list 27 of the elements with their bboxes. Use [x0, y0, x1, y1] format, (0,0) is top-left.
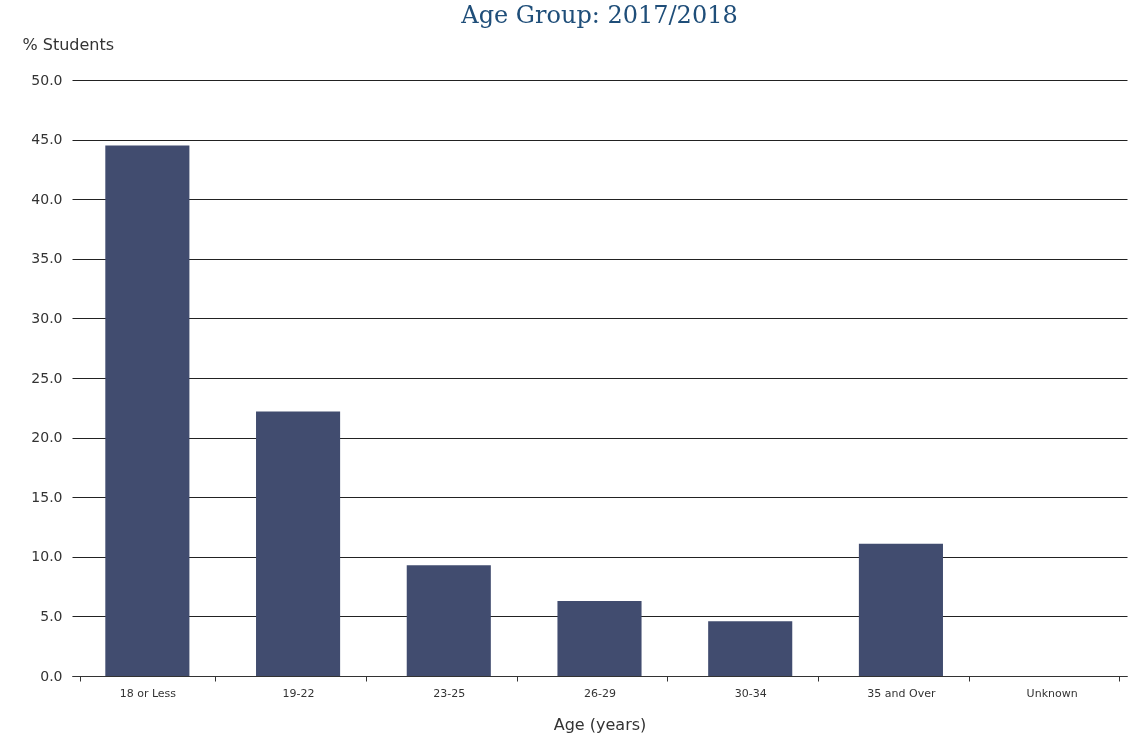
y-tick-label: 15.0 [31, 488, 63, 505]
y-tick-label: 0.0 [40, 667, 63, 684]
x-tick-label: 18 or Less [119, 686, 177, 700]
y-tick-label: 30.0 [31, 309, 63, 326]
x-tick-label: 26-29 [584, 686, 616, 700]
y-tick-label: 10.0 [31, 548, 63, 565]
x-tick-label: 23-25 [433, 686, 466, 700]
x-tick-label: Unknown [1026, 686, 1078, 700]
bar [256, 411, 341, 676]
y-tick-label: 20.0 [31, 429, 63, 446]
bar [557, 600, 642, 676]
bar [406, 565, 491, 676]
bar [708, 621, 793, 676]
x-axis-title: Age (years) [553, 714, 647, 734]
x-tick-label: 19-22 [282, 686, 315, 700]
x-tick-label: 35 and Over [867, 686, 936, 700]
y-tick-label: 40.0 [31, 190, 63, 207]
bar [858, 543, 943, 676]
y-tick-label: 50.0 [31, 71, 63, 88]
y-tick-label: 45.0 [31, 131, 63, 148]
y-tick-label: 25.0 [31, 369, 63, 386]
y-tick-label: 35.0 [31, 250, 63, 267]
x-tick-label: 30-34 [734, 686, 767, 700]
chart-title: Age Group: 2017/2018 [460, 1, 738, 29]
bar [105, 145, 190, 676]
y-axis-title: % Students [22, 34, 115, 54]
y-tick-label: 5.0 [40, 607, 63, 624]
